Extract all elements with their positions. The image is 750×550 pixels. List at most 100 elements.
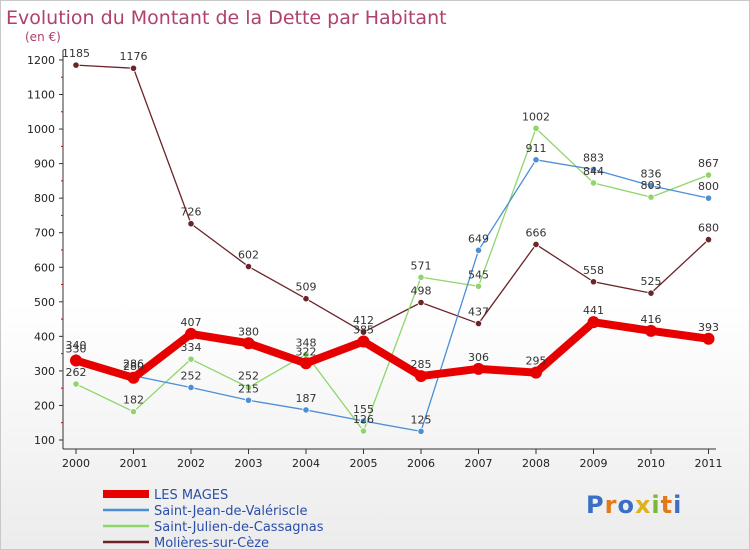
y-tick-label: 1200 [27,54,55,67]
data-label: 330 [66,343,87,356]
data-point [129,64,138,72]
data-label: 498 [411,284,432,297]
data-point [645,324,657,337]
data-label: 407 [181,316,202,329]
data-label: 340 [66,339,87,352]
data-label: 262 [66,366,87,379]
x-tick-label: 2006 [407,457,435,470]
data-label: 252 [238,369,259,382]
legend-label: Molières-sur-Cèze [154,536,269,549]
data-label: 883 [583,151,604,164]
data-point [704,194,713,202]
data-point [72,380,80,388]
data-point [474,282,483,290]
data-point [532,240,540,249]
y-tick-label: 300 [34,365,55,378]
data-point [242,337,255,350]
logo-letter: o [617,491,635,519]
data-labels: 330 280 407 380 322 385 285 306 295 441 416 393 340 2… [62,47,719,426]
data-label: 155 [353,403,374,416]
logo-letter: i [651,491,661,519]
y-tick-label: 900 [34,158,55,171]
data-label: 911 [526,142,547,155]
legend: LES MAGESSaint-Jean-de-ValériscleSaint-J… [103,488,324,549]
data-point [472,362,485,375]
data-label: 380 [238,325,259,338]
data-point [417,273,425,281]
series-line-3 [75,64,710,333]
data-label: 649 [468,232,489,245]
data-label: 558 [583,264,604,277]
data-label: 385 [353,324,374,337]
data-point [244,262,253,271]
data-point [359,328,368,336]
y-tick-label: 1000 [27,123,55,136]
data-point [647,289,655,297]
logo-letter: x [634,491,652,519]
x-tick-label: 2011 [695,457,723,470]
data-point [474,246,483,254]
data-point [302,406,310,414]
logo-letter: t [660,491,674,519]
data-label: 295 [526,355,547,368]
data-label: 215 [238,382,259,395]
y-tick-label: 400 [34,330,55,343]
data-point [587,316,600,329]
y-tick-label: 200 [34,399,55,412]
data-label: 280 [123,360,144,373]
y-tick-label: 800 [34,192,55,205]
data-point [244,383,253,392]
data-label: 334 [181,341,202,354]
data-label: 726 [181,206,202,219]
chart-subtitle: (en €) [25,30,61,44]
data-label: 844 [583,165,604,178]
data-point [357,335,370,348]
x-tick-label: 2001 [120,457,148,470]
data-label: 416 [641,313,662,326]
data-point [474,319,483,328]
data-label: 125 [411,413,432,426]
data-point [702,332,715,345]
data-label: 1176 [120,50,148,63]
series-line-2 [75,127,710,432]
data-point [532,156,540,164]
data-label: 666 [526,226,547,239]
data-label: 306 [468,351,489,364]
chart-title: Evolution du Montant de la Dette par Hab… [6,7,447,29]
data-point [300,357,312,370]
series-layer [70,61,715,435]
x-tick-label: 2004 [292,457,320,470]
x-tick-label: 2007 [465,457,493,470]
data-point [415,370,427,383]
data-label: 545 [468,268,489,281]
series-line-1 [75,159,710,433]
axes: 100 200 300 400 500 600 700 800 900 1000 1100 1200 2… [27,49,723,470]
data-label: 348 [296,336,317,349]
data-label: 412 [353,314,374,327]
y-tick-label: 100 [34,434,55,447]
x-tick-label: 2010 [637,457,665,470]
data-point [417,427,425,435]
data-point [704,171,713,179]
data-point [647,193,655,201]
data-label: 867 [698,157,719,170]
data-point [70,354,82,367]
legend-label: Saint-Jean-de-Valériscle [154,504,307,519]
data-label: 393 [698,321,719,334]
data-label: 800 [698,180,719,193]
data-point [187,383,195,392]
x-tick-label: 2000 [62,457,90,470]
data-point [187,220,195,228]
logo-letter: r [604,491,618,519]
x-tick-label: 2003 [235,457,263,470]
data-label: 525 [641,275,662,288]
data-label: 286 [123,358,144,371]
data-point [647,182,655,190]
x-tick-label: 2008 [522,457,550,470]
data-label: 602 [238,249,259,262]
data-point [359,417,368,425]
data-point [127,371,140,384]
logo-letter: i [673,491,683,519]
